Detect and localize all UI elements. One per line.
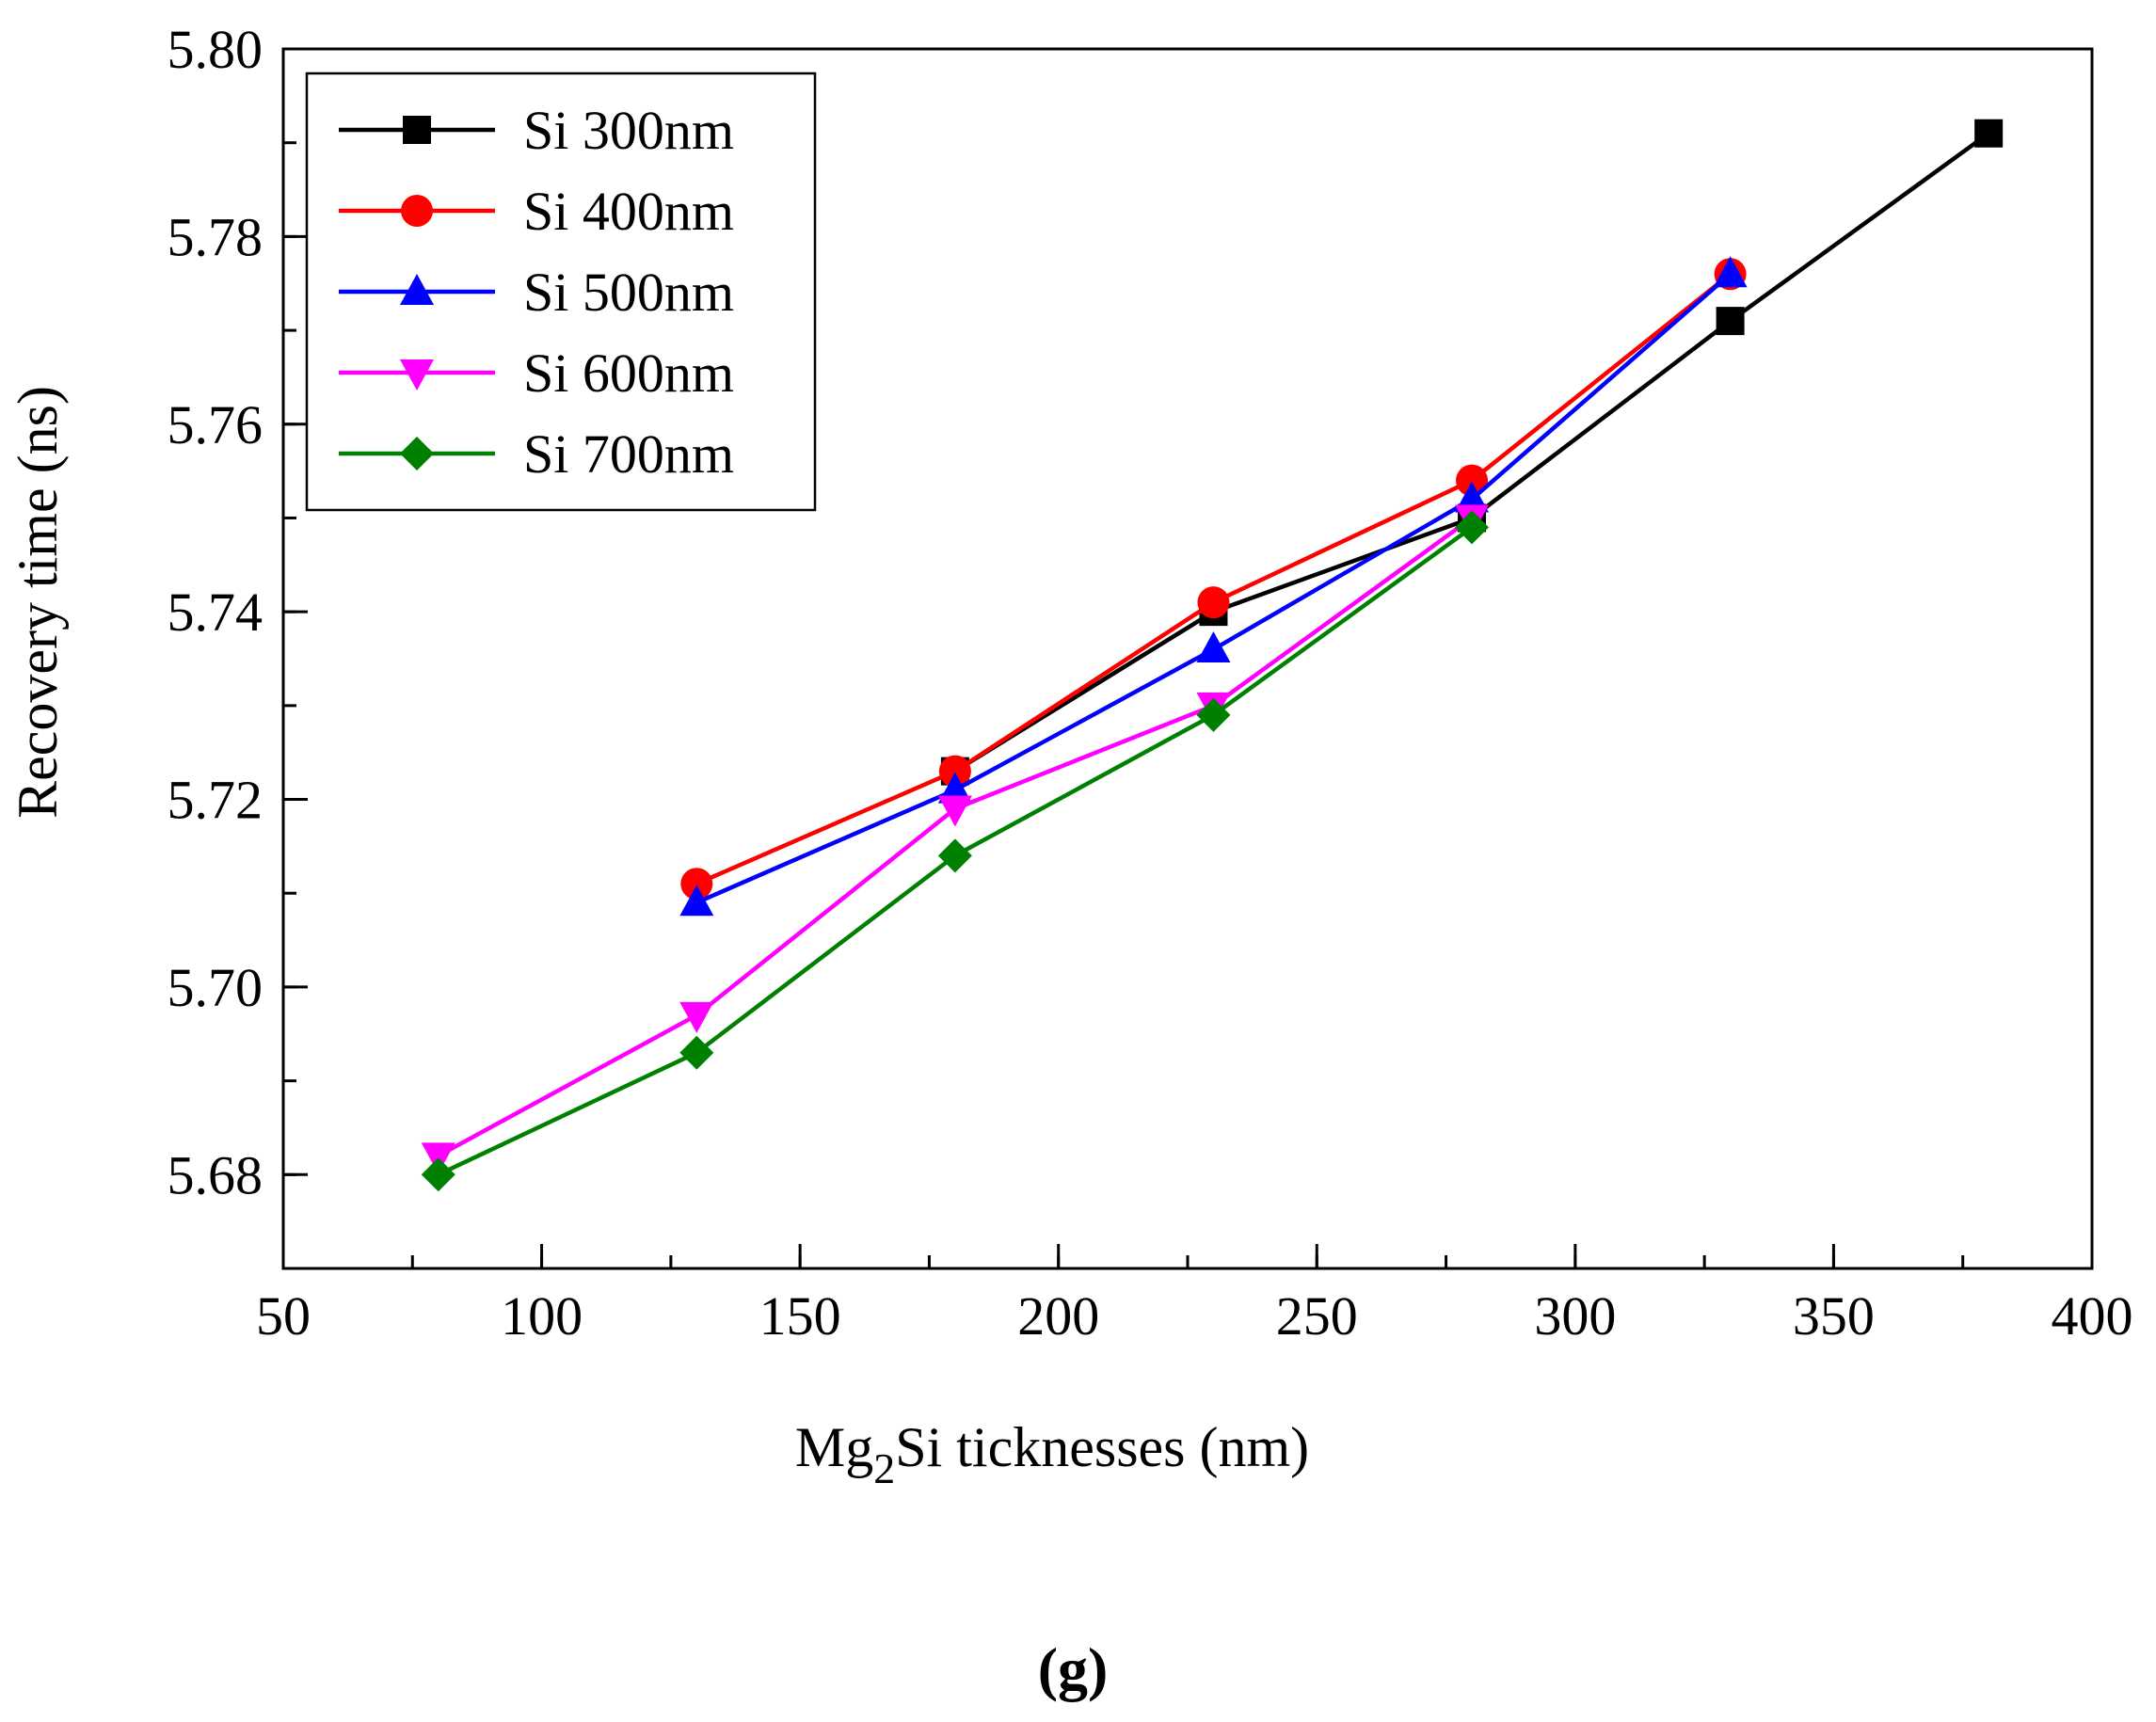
legend-item-si-500nm: Si 500nm [339,262,734,323]
series-si-400nm [680,258,1747,901]
series-line-si-600nm [437,516,1474,1158]
y-axis-title: Recovery time (ns) [7,386,69,819]
legend-item-si-700nm: Si 700nm [339,423,734,485]
legend-marker [400,274,434,305]
series-si-700nm [421,510,1490,1192]
y-tick-label: 5.72 [168,770,264,831]
data-point-si-600nm [679,1001,714,1033]
y-tick-label: 5.78 [168,206,264,267]
data-point-si-500nm [937,772,972,804]
data-point-si-700nm [1455,510,1490,545]
y-tick-label: 5.68 [168,1144,264,1205]
data-point-si-500nm [679,885,714,917]
legend-item-si-400nm: Si 400nm [339,181,734,242]
legend-label: Si 600nm [523,343,734,404]
data-point-si-700nm [937,838,972,873]
series-si-500nm [679,256,1748,917]
panel-caption: (g) [1038,1635,1109,1702]
legend-item-si-600nm: Si 600nm [339,343,734,404]
data-point-si-700nm [421,1157,455,1192]
data-point-si-400nm [680,868,713,901]
x-axis-title-subscript: 2 [873,1444,895,1492]
series-line-si-300nm [953,131,1990,773]
data-point-si-500nm [1713,256,1748,288]
legend-marker [401,195,433,227]
x-tick-label: 50 [256,1285,311,1347]
data-point-si-300nm [1974,119,2004,148]
x-tick-label: 400 [2052,1285,2133,1347]
x-tick-label: 150 [759,1285,841,1347]
y-tick-label: 5.70 [168,957,264,1018]
x-axis: 50 100 150 200 250 300 350 400 [256,1244,2133,1347]
y-axis: 5.68 5.70 5.72 5.74 5.76 5.78 5.80 [168,19,308,1270]
data-point-si-700nm [1196,697,1231,732]
legend-label: Si 300nm [523,100,734,161]
series-layer [421,119,2004,1192]
legend-label: Si 700nm [523,423,734,485]
x-axis-title-rest: Si ticknesses (nm) [895,1416,1309,1478]
legend-label: Si 500nm [523,262,734,323]
y-tick-label: 5.76 [168,394,264,455]
x-tick-label: 200 [1017,1285,1099,1347]
data-point-si-600nm [937,795,972,827]
x-tick-label: 350 [1793,1285,1875,1347]
data-point-si-400nm [1197,586,1230,619]
x-axis-title-main: Mg [795,1416,873,1478]
data-point-si-500nm [1455,481,1490,513]
data-point-si-500nm [1196,631,1231,663]
legend-marker [400,437,434,470]
y-tick-label: 5.74 [168,582,264,643]
y-tick-label: 5.80 [168,19,264,80]
data-point-si-300nm [1716,307,1745,336]
data-point-si-700nm [679,1035,714,1070]
x-tick-label: 300 [1534,1285,1616,1347]
legend-label: Si 400nm [523,181,734,242]
legend-item-si-300nm: Si 300nm [339,100,734,161]
legend: Si 300nm Si 400nm Si 500nm Si 600nm Si 700nm [305,72,817,512]
x-axis-title: Mg2Si ticknesses (nm) [795,1416,1309,1492]
series-line-si-400nm [695,272,1733,886]
legend-marker [400,359,434,391]
legend-marker [403,116,431,144]
x-tick-label: 250 [1276,1285,1358,1347]
x-tick-label: 100 [501,1285,583,1347]
data-point-si-400nm [938,755,971,788]
data-point-si-400nm [1456,464,1489,497]
series-si-300nm [940,119,2004,786]
